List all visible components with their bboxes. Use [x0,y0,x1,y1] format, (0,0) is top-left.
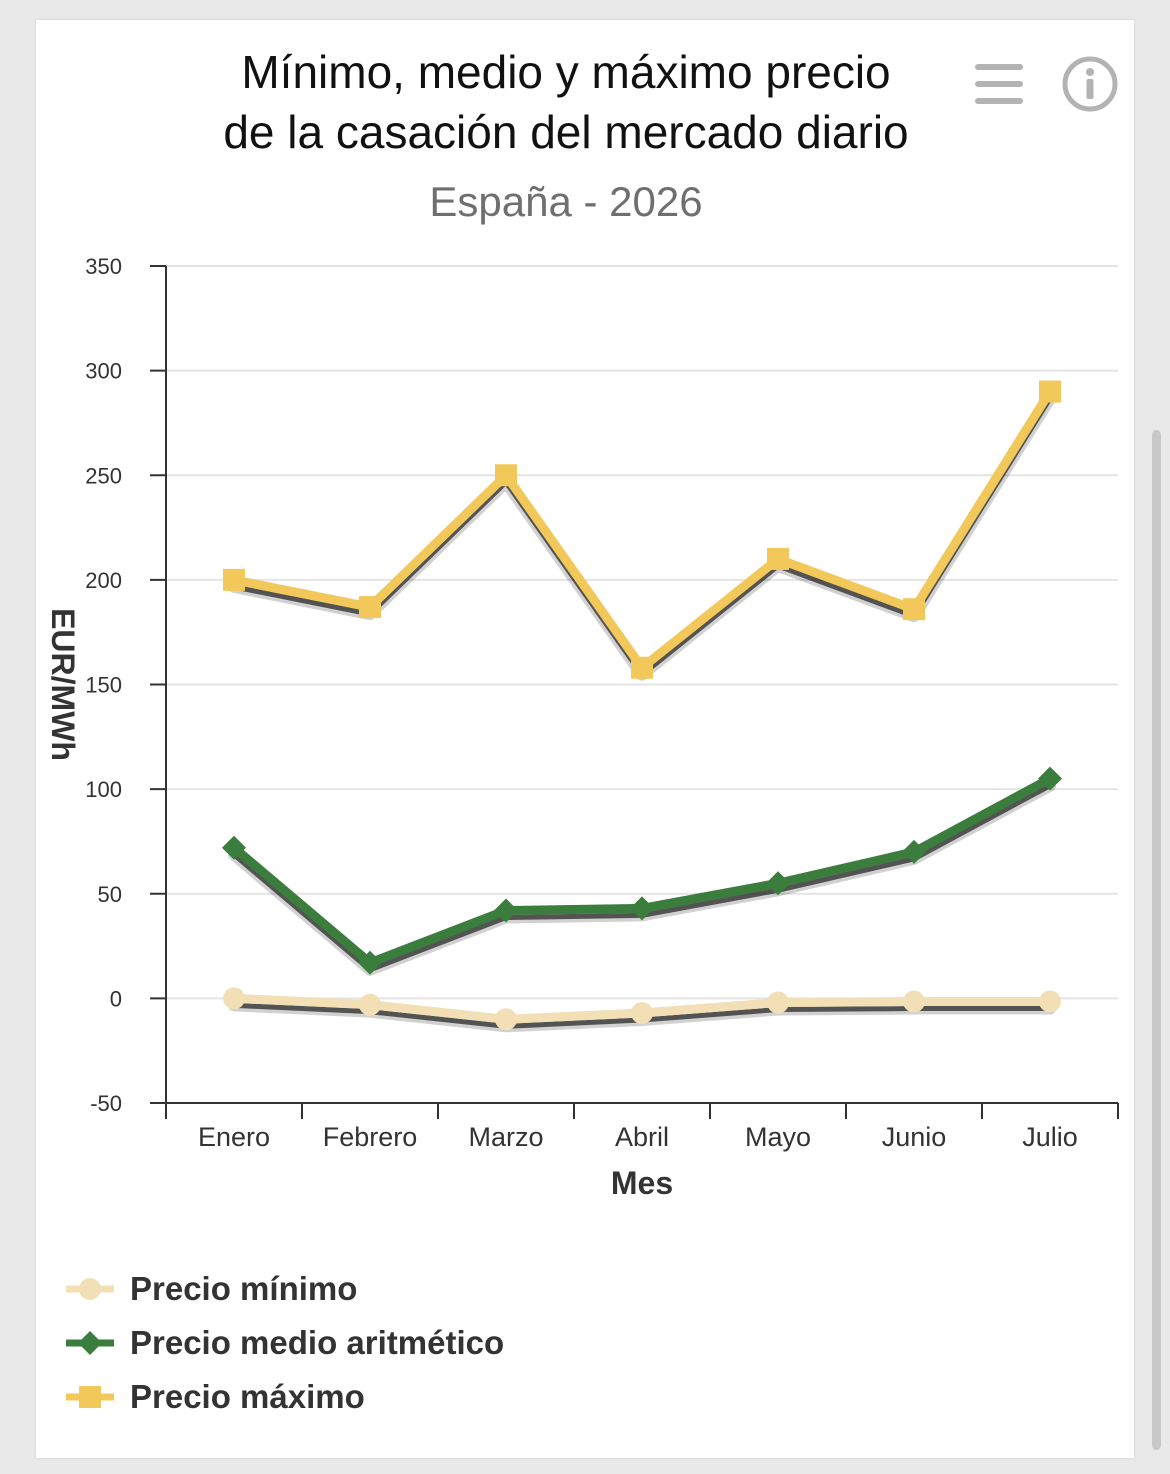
legend-label: Precio medio aritmético [130,1324,505,1361]
y-tick-label: 300 [85,359,122,384]
series-line-2 [229,387,1055,673]
legend-item-precio-medio[interactable]: Precio medio aritmético [64,1316,504,1370]
x-tick-label: Marzo [468,1122,543,1152]
x-axis-title: Mes [611,1165,673,1201]
y-tick-label: 250 [85,463,122,488]
data-point [630,896,654,921]
data-point [495,464,517,487]
data-point [902,839,926,864]
data-point [903,990,925,1013]
chart-title-line-2: de la casación del mercado diario [223,106,909,158]
data-point [358,950,382,975]
y-tick-label: 200 [85,568,122,593]
data-point [767,547,789,570]
y-tick-label: 0 [110,986,122,1011]
y-tick-label: 50 [98,882,122,907]
data-point [494,898,518,923]
data-point [222,835,246,860]
series-shadow [228,779,1056,976]
data-point [903,598,925,621]
legend-item-precio-minimo[interactable]: Precio mínimo [64,1262,504,1316]
y-tick-label: 150 [85,673,122,698]
data-point [631,656,653,679]
legend: Precio mínimo Precio medio aritmético Pr… [64,1262,504,1424]
data-point [359,596,381,619]
x-tick-label: Febrero [323,1122,418,1152]
x-tick-label: Julio [1022,1122,1078,1152]
chart-card [36,20,1134,1458]
x-tick-label: Abril [615,1122,669,1152]
series-shadow [231,783,1053,973]
data-point [767,991,789,1014]
series-shadow [231,396,1053,678]
chart-title-line-1: Mínimo, medio y máximo precio [241,46,891,98]
x-tick-label: Junio [882,1122,947,1152]
legend-symbol-diamond [66,1331,114,1355]
data-point [223,568,245,591]
data-point [631,1002,653,1025]
series-line-1 [229,774,1055,968]
data-point [1039,990,1061,1013]
data-point [766,871,790,896]
data-point [495,1008,517,1031]
y-tick-label: 350 [85,254,122,279]
legend-label: Precio máximo [130,1378,365,1415]
data-point [1039,380,1061,403]
series-shadow [228,392,1056,681]
y-tick-label: -50 [90,1091,122,1116]
info-button[interactable] [1062,56,1118,112]
scrollbar[interactable] [1152,430,1161,1450]
x-tick-label: Mayo [745,1122,811,1152]
x-tick-label: Enero [198,1122,270,1152]
data-point [1038,766,1062,791]
legend-label: Precio mínimo [130,1270,358,1307]
legend-item-precio-maximo[interactable]: Precio máximo [64,1370,504,1424]
data-point [223,987,245,1010]
legend-symbol-circle [66,1278,114,1300]
data-point [359,993,381,1016]
chart-subtitle: España - 2026 [429,178,703,225]
chart-menu-button[interactable] [972,58,1026,110]
y-axis-title: EUR/MWh [45,608,81,761]
y-tick-label: 100 [85,777,122,802]
info-icon [1062,56,1118,112]
legend-symbol-square [66,1386,114,1408]
chart-title: Mínimo, medio y máximo precio de la casa… [150,42,982,162]
